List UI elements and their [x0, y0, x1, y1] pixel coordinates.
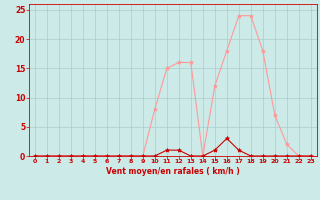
- X-axis label: Vent moyen/en rafales ( km/h ): Vent moyen/en rafales ( km/h ): [106, 167, 240, 176]
